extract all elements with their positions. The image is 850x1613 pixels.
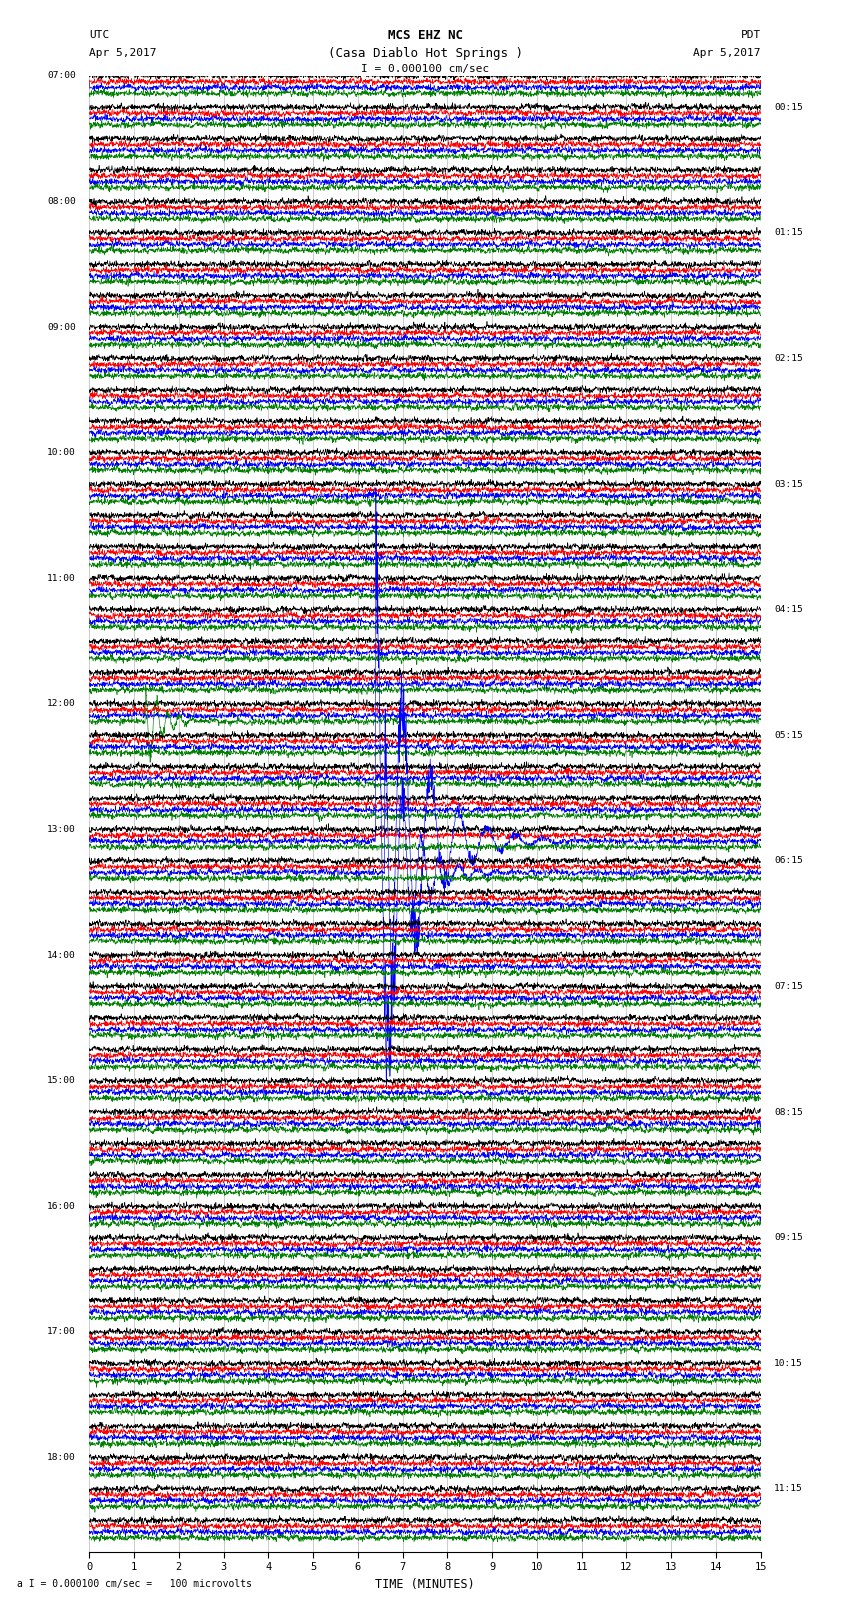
Text: 16:00: 16:00 bbox=[47, 1202, 76, 1211]
Text: MCS EHZ NC: MCS EHZ NC bbox=[388, 29, 462, 42]
Text: 05:15: 05:15 bbox=[774, 731, 803, 740]
Text: 08:00: 08:00 bbox=[47, 197, 76, 206]
Text: 02:15: 02:15 bbox=[774, 353, 803, 363]
Text: 01:15: 01:15 bbox=[774, 229, 803, 237]
Text: 17:00: 17:00 bbox=[47, 1327, 76, 1337]
Text: UTC: UTC bbox=[89, 31, 110, 40]
Text: 06:15: 06:15 bbox=[774, 857, 803, 865]
Text: 10:15: 10:15 bbox=[774, 1358, 803, 1368]
Text: 09:00: 09:00 bbox=[47, 323, 76, 332]
Text: 00:15: 00:15 bbox=[774, 103, 803, 111]
Text: 09:15: 09:15 bbox=[774, 1234, 803, 1242]
Text: 04:15: 04:15 bbox=[774, 605, 803, 615]
Text: (Casa Diablo Hot Springs ): (Casa Diablo Hot Springs ) bbox=[327, 47, 523, 60]
Text: 03:15: 03:15 bbox=[774, 479, 803, 489]
X-axis label: TIME (MINUTES): TIME (MINUTES) bbox=[375, 1578, 475, 1590]
Text: 07:15: 07:15 bbox=[774, 982, 803, 990]
Text: PDT: PDT bbox=[740, 31, 761, 40]
Text: I = 0.000100 cm/sec: I = 0.000100 cm/sec bbox=[361, 65, 489, 74]
Text: 07:00: 07:00 bbox=[47, 71, 76, 81]
Text: 10:00: 10:00 bbox=[47, 448, 76, 456]
Text: 08:15: 08:15 bbox=[774, 1108, 803, 1116]
Text: 15:00: 15:00 bbox=[47, 1076, 76, 1086]
Text: 18:00: 18:00 bbox=[47, 1453, 76, 1461]
Text: 11:15: 11:15 bbox=[774, 1484, 803, 1494]
Text: Apr 5,2017: Apr 5,2017 bbox=[694, 48, 761, 58]
Text: Apr 5,2017: Apr 5,2017 bbox=[89, 48, 156, 58]
Text: a I = 0.000100 cm/sec =   100 microvolts: a I = 0.000100 cm/sec = 100 microvolts bbox=[17, 1579, 252, 1589]
Text: 14:00: 14:00 bbox=[47, 950, 76, 960]
Text: 11:00: 11:00 bbox=[47, 574, 76, 582]
Text: 12:00: 12:00 bbox=[47, 700, 76, 708]
Text: 13:00: 13:00 bbox=[47, 824, 76, 834]
